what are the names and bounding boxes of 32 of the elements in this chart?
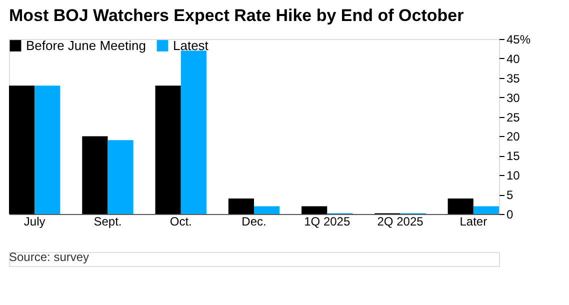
x-tick-label: Dec. [242,214,266,228]
y-tick-label: 20 [506,130,520,144]
bar [254,206,280,214]
y-tick-label: 25 [506,110,520,124]
y-tick-label: 0 [506,208,514,222]
chart-title: Most BOJ Watchers Expect Rate Hike by End of October [9,6,464,25]
bar [180,50,206,214]
legend-label: Before June Meeting [26,38,146,53]
y-tick-label: 5 [506,188,514,202]
x-tick-label: 1Q 2025 [304,214,350,228]
x-tick-label: July [24,214,46,228]
y-tick-label: 45% [506,32,531,46]
bar [9,86,35,214]
source-note: Source: survey [9,250,90,264]
x-tick-label: Sept. [94,214,122,228]
bar [473,206,499,214]
bar [155,86,181,214]
bar [82,136,108,214]
legend-label: Latest [173,38,209,53]
bar [228,198,254,214]
y-tick-label: 30 [506,90,520,105]
y-tick-label: 15 [506,149,520,164]
bar [108,140,134,214]
y-tick-label: 40 [506,52,520,66]
y-tick-label: 10 [506,168,520,183]
bar [302,206,328,214]
x-tick-label: Oct. [170,214,192,228]
x-tick-label: 2Q 2025 [377,214,424,228]
y-tick-label: 35 [506,71,520,86]
bar [34,86,60,214]
bar [448,198,474,214]
x-tick-label: Later [460,214,488,228]
